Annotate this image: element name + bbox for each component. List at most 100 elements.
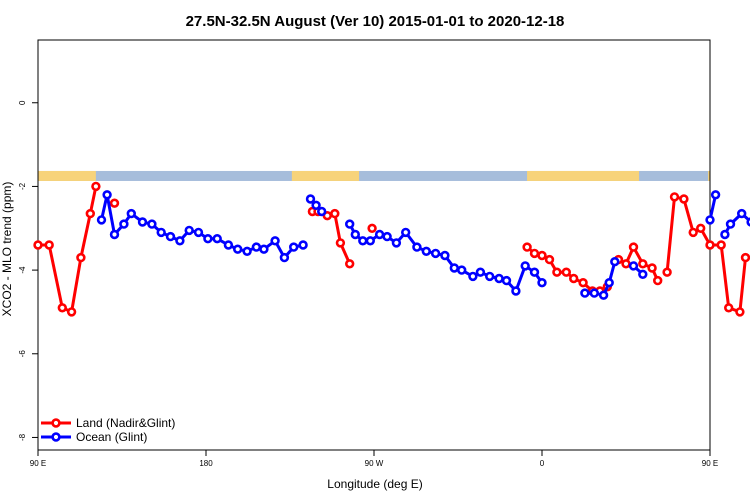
data-point [156, 227, 166, 238]
legend: Land (Nadir&Glint)Ocean (Glint) [41, 416, 175, 444]
data-point [66, 307, 77, 317]
data-point [628, 242, 639, 252]
x-axis: 90 E 180 90 W 0 90 E [30, 450, 718, 468]
chart-title: 27.5N-32.5N August (Ver 10) 2015-01-01 t… [186, 13, 565, 30]
data-point [604, 278, 614, 288]
data-point [740, 252, 750, 263]
data-point [223, 240, 234, 250]
data-point [529, 267, 540, 277]
data-point [96, 215, 107, 225]
data-point [33, 240, 43, 250]
data-point [511, 286, 521, 296]
data-point [251, 242, 262, 252]
data-point [365, 236, 375, 246]
land-strip-segment [527, 170, 640, 181]
data-point [137, 217, 148, 227]
data-point [695, 223, 706, 234]
data-point [126, 208, 137, 219]
data-point [537, 250, 547, 261]
series-line [38, 186, 98, 314]
data-point [412, 242, 422, 252]
data-point [57, 303, 67, 313]
data-point [652, 275, 663, 286]
plot-area [37, 39, 711, 451]
data-point [662, 267, 672, 277]
data-point [705, 240, 715, 250]
data-point [119, 219, 129, 229]
data-point [193, 227, 204, 238]
land-strip-segment [38, 170, 96, 181]
series-line [665, 195, 747, 314]
y-tick-label: -6 [18, 350, 27, 358]
data-point [109, 229, 120, 240]
series-line [100, 193, 304, 260]
data-point [475, 267, 486, 277]
data-point [578, 278, 588, 288]
data-point [44, 240, 54, 250]
data-point [710, 190, 721, 200]
legend-item: Land (Nadir&Glint) [41, 416, 175, 430]
data-point [358, 236, 368, 246]
data-point [638, 259, 648, 269]
data-point [391, 238, 402, 248]
series-land [33, 181, 750, 317]
data-point [522, 242, 532, 252]
data-point [259, 244, 269, 254]
data-point [561, 267, 571, 277]
x-tick-label: 0 [540, 459, 545, 468]
data-point [212, 234, 222, 244]
legend-marker [51, 432, 61, 442]
x-tick-label: 90 W [365, 459, 384, 468]
data-point [723, 303, 734, 313]
data-point [311, 200, 321, 211]
data-point [233, 244, 243, 254]
x-tick-label: 90 E [30, 459, 46, 468]
data-point [430, 248, 441, 259]
data-point [374, 229, 385, 240]
data-point [580, 288, 590, 298]
data-point [401, 227, 411, 238]
x-tick-label: 180 [199, 459, 213, 468]
series-layer [33, 181, 750, 317]
ocean-strip [38, 170, 710, 181]
data-point [457, 265, 467, 275]
data-point [165, 231, 176, 242]
data-point [610, 257, 620, 267]
legend-marker [51, 418, 61, 428]
y-tick-label: 0 [18, 100, 27, 105]
data-point [735, 307, 745, 317]
data-point [421, 246, 431, 257]
y-axis-label: XCO2 - MLO trend (ppm) [0, 182, 14, 317]
data-point [440, 250, 450, 261]
data-point [544, 254, 555, 265]
data-point [568, 273, 579, 284]
data-point [720, 229, 730, 240]
data-point [669, 192, 680, 202]
data-point [520, 261, 530, 271]
data-point [621, 259, 631, 269]
data-point [494, 273, 504, 284]
data-point [203, 234, 213, 244]
data-point [76, 252, 86, 263]
legend-label: Ocean (Glint) [76, 430, 147, 444]
x-axis-label: Longitude (deg E) [327, 477, 422, 491]
data-point [537, 278, 547, 288]
data-point [345, 219, 355, 229]
data-point [449, 263, 459, 273]
land-strip-segment [708, 170, 710, 181]
data-point [501, 275, 512, 286]
legend-item: Ocean (Glint) [41, 430, 147, 444]
data-point [688, 227, 698, 238]
data-point [335, 238, 346, 248]
data-point [638, 269, 648, 279]
x-tick-label: 90 E [702, 459, 718, 468]
y-axis: 0 -2 -4 -6 -8 [18, 100, 38, 441]
data-point [147, 219, 157, 229]
data-point [345, 259, 355, 269]
land-ocean-strip [38, 170, 710, 181]
data-point [746, 217, 750, 227]
series-line [312, 210, 352, 265]
data-point [725, 219, 736, 229]
data-point [175, 236, 185, 246]
data-point [109, 198, 120, 208]
